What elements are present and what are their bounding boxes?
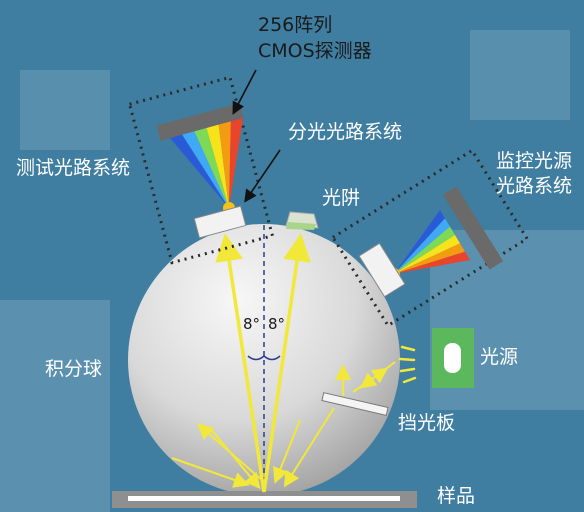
- test-spectrum-band: [206, 124, 229, 208]
- monitor-spectrum-band: [394, 218, 450, 274]
- monitor-detector: [442, 186, 504, 270]
- background-scene: [0, 30, 584, 512]
- detector-label-line1: 256阵列: [258, 14, 333, 36]
- test-path-entrance: [193, 205, 247, 239]
- monitoring-optical-path-system: [330, 148, 530, 328]
- light-trap: [285, 211, 319, 230]
- monitor-path-entrance: [358, 242, 406, 298]
- test-spectrum-band: [229, 118, 243, 208]
- monitor-spectrum-band: [394, 226, 455, 274]
- test-spectrum-band: [218, 121, 231, 208]
- light-source-label: 光源: [480, 346, 519, 368]
- ray-to-test-path: [215, 233, 266, 493]
- detector-pointer-arrow: [232, 69, 257, 115]
- monitor-path-label-line1: 监控光源: [496, 150, 573, 172]
- monitor-spectrum-band: [394, 243, 465, 274]
- ray-to-light-trap: [262, 233, 311, 493]
- test-spectrum-band: [170, 134, 229, 208]
- sphere-label: 积分球: [45, 358, 103, 380]
- detector-label-line2: CMOS探测器: [258, 40, 372, 62]
- monitor-path-label-line2: 光路系统: [496, 175, 573, 197]
- angle-arc: [247, 355, 281, 361]
- baffle-label: 挡光板: [398, 412, 456, 434]
- monitor-spectrum-band: [394, 210, 445, 274]
- test-spectrum-band: [182, 131, 229, 208]
- light-trap-label: 光阱: [322, 187, 361, 209]
- angle-right-label: 8°: [268, 315, 286, 333]
- test-path-label: 测试光路系统: [16, 157, 131, 179]
- monitor-spectrum-band: [394, 235, 460, 274]
- cmos-detector: [156, 103, 244, 141]
- test-optical-path-system: [127, 75, 275, 265]
- split-path-pointer-arrow: [244, 149, 281, 203]
- monitor-spectrum-band: [394, 251, 470, 274]
- diffuse-rays: [171, 361, 396, 490]
- test-spectrum-band: [194, 128, 229, 208]
- sample-surface: [128, 496, 400, 501]
- angle-left-label: 8°: [243, 315, 261, 333]
- split-path-label: 分光光路系统: [288, 121, 403, 143]
- light-source: [398, 328, 474, 388]
- baffle: [321, 392, 389, 416]
- sample-label: 样品: [437, 485, 476, 507]
